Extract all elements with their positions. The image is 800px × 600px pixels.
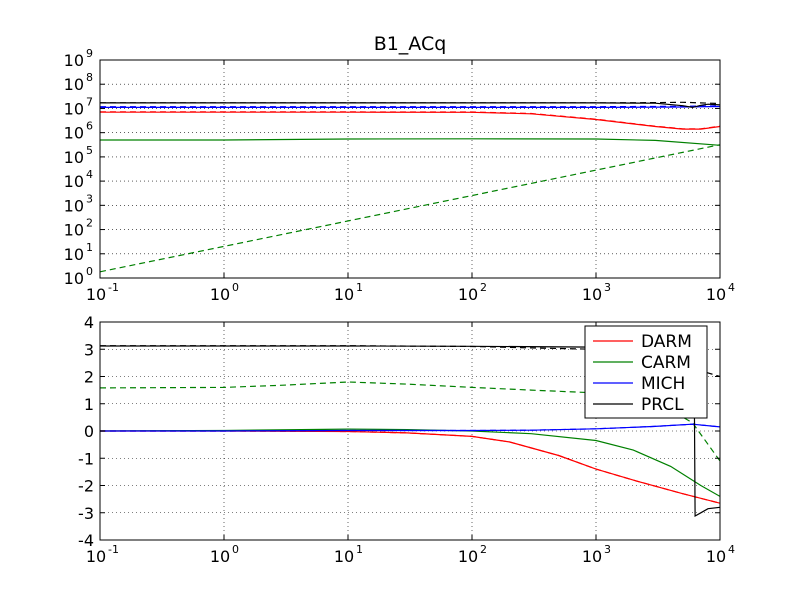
x-tick-exponent: 2: [480, 543, 487, 556]
grid: [99, 59, 721, 279]
series-line-darm: [100, 111, 720, 130]
x-tick-exponent: 3: [604, 281, 611, 294]
legend-label-carm: CARM: [641, 353, 691, 373]
y-tick-label: -4: [78, 531, 94, 550]
x-tick-label: 10: [582, 285, 602, 304]
x-tick-exponent: 4: [728, 543, 735, 556]
y-tick-exponent: 3: [86, 192, 93, 205]
y-tick-label: 10: [64, 75, 84, 94]
y-tick-label: 10: [64, 148, 84, 167]
y-tick-exponent: 1: [86, 241, 93, 254]
y-tick-label: 0: [84, 422, 94, 441]
legend-label-mich: MICH: [641, 374, 685, 394]
y-tick-label: 2: [84, 368, 94, 387]
y-tick-exponent: 2: [86, 217, 93, 230]
series-line-mich-dashed: [100, 423, 720, 432]
series-line-darm-dashed: [100, 111, 720, 130]
y-tick-label: -1: [78, 449, 94, 468]
y-tick-label: 10: [64, 124, 84, 143]
x-tick-label: 10: [458, 547, 478, 566]
y-tick-label: 10: [64, 196, 84, 215]
x-tick-label: 10: [334, 547, 354, 566]
y-tick-label: 10: [64, 99, 84, 118]
x-tick-exponent: 3: [604, 543, 611, 556]
y-tick-label: -2: [78, 477, 94, 496]
y-tick-exponent: 6: [86, 120, 93, 133]
x-tick-exponent: 2: [480, 281, 487, 294]
x-tick-label: 10: [210, 285, 230, 304]
y-tick-label: 3: [84, 340, 94, 359]
y-tick-label: 10: [64, 221, 84, 240]
x-tick-label: 10: [706, 285, 726, 304]
y-tick-exponent: 5: [86, 144, 93, 157]
series-line-prcl-dashed: [100, 345, 720, 378]
y-tick-exponent: 9: [86, 47, 93, 60]
series-group: [100, 101, 720, 273]
x-tick-exponent: 0: [232, 543, 239, 556]
plot-frame: [99, 59, 721, 279]
series-line-carm: [100, 428, 720, 497]
y-tick-label: 1: [84, 395, 94, 414]
y-tick-exponent: 0: [86, 265, 93, 278]
y-tick-label: -3: [78, 504, 94, 523]
x-tick-label: 10: [86, 547, 106, 566]
x-tick-label: 10: [706, 547, 726, 566]
series-line-carm: [100, 138, 720, 146]
y-tick-label: 10: [64, 269, 84, 288]
x-tick-label: 10: [458, 285, 478, 304]
series-line-mich: [100, 105, 720, 109]
x-tick-label: 10: [210, 547, 230, 566]
series-line-darm: [100, 430, 720, 504]
x-tick-label: 10: [86, 285, 106, 304]
y-tick-label: 10: [64, 51, 84, 70]
y-tick-label: 10: [64, 172, 84, 191]
x-tick-exponent: 1: [356, 281, 363, 294]
y-tick-label: 4: [84, 313, 94, 332]
x-tick-exponent: 4: [728, 281, 735, 294]
legend-label-prcl: PRCL: [641, 395, 684, 415]
x-tick-exponent: -1: [108, 281, 119, 294]
y-tick-label: 10: [64, 245, 84, 264]
x-tick-exponent: -1: [108, 543, 119, 556]
x-tick-exponent: 1: [356, 543, 363, 556]
y-tick-exponent: 7: [86, 95, 93, 108]
magnitude-plot: 10 -1 10 0 10 1 10 2 10 3 10 410 010 110 210 310 410 510 6…: [64, 47, 735, 304]
y-tick-exponent: 8: [86, 71, 93, 84]
series-line-darm-dashed: [100, 430, 720, 504]
series-line-prcl-dashed: [100, 101, 720, 105]
series-line-mich-dashed: [100, 105, 720, 108]
x-tick-label: 10: [334, 285, 354, 304]
x-tick-label: 10: [582, 547, 602, 566]
phase-plot: 10 -1 10 0 10 1 10 2 10 3 10 443210-1-2-3-4DARMCARM…: [78, 313, 735, 566]
x-tick-exponent: 0: [232, 281, 239, 294]
series-line-carm-dashed: [100, 144, 720, 273]
chart-title: B1_ACq: [374, 33, 447, 55]
y-tick-exponent: 4: [86, 168, 93, 181]
legend-label-darm: DARM: [641, 332, 692, 352]
